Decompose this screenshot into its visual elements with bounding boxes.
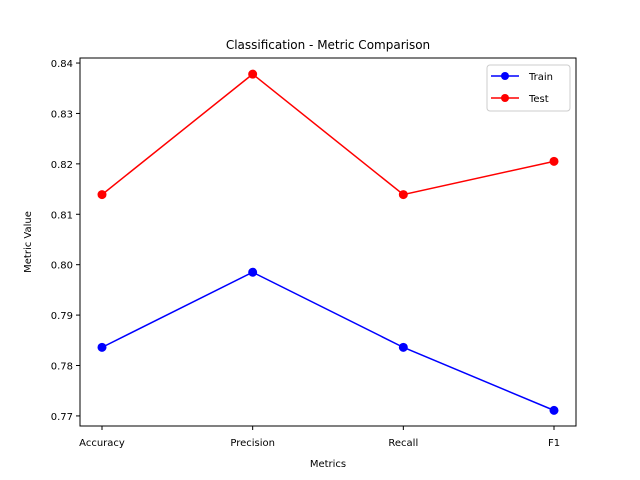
y-tick-label: 0.84 (51, 59, 73, 70)
data-point-test (248, 69, 258, 79)
y-axis: 0.77 0.78 0.79 0.80 0.81 0.82 0.83 0.84 (51, 59, 80, 423)
legend-marker (501, 72, 509, 80)
data-point-train (549, 405, 559, 415)
series-line-train (101, 271, 555, 412)
series-test (97, 69, 559, 200)
x-axis: Accuracy Precision Recall F1 (79, 426, 560, 449)
y-tick-label: 0.77 (51, 412, 73, 423)
x-tick-label: F1 (548, 438, 560, 449)
data-point-test (549, 156, 559, 166)
y-axis-label: Metric Value (23, 211, 34, 273)
x-tick-label: Accuracy (79, 438, 125, 449)
series-line-test (101, 73, 555, 196)
data-point-train (248, 267, 258, 277)
legend-label: Train (528, 72, 553, 83)
data-point-train (398, 342, 408, 352)
legend-item-train: Train (491, 72, 553, 83)
y-tick-label: 0.80 (51, 261, 73, 272)
x-tick-label: Precision (230, 438, 275, 449)
legend-marker (501, 94, 509, 102)
x-axis-label: Metrics (310, 459, 346, 470)
chart-title: Classification - Metric Comparison (226, 38, 430, 52)
y-tick-label: 0.82 (51, 160, 73, 171)
x-tick-label: Recall (388, 438, 418, 449)
y-tick-label: 0.79 (51, 311, 73, 322)
data-point-test (97, 190, 107, 200)
plot-frame (79, 57, 577, 427)
series-layer (97, 69, 559, 415)
y-tick-label: 0.78 (51, 362, 73, 373)
data-point-train (97, 342, 107, 352)
legend: Train Test (486, 64, 571, 112)
legend-item-test: Test (491, 94, 549, 105)
y-tick-label: 0.81 (51, 210, 73, 221)
data-point-test (398, 190, 408, 200)
legend-label: Test (528, 94, 549, 105)
y-tick-label: 0.83 (51, 109, 73, 120)
series-train (97, 267, 559, 415)
